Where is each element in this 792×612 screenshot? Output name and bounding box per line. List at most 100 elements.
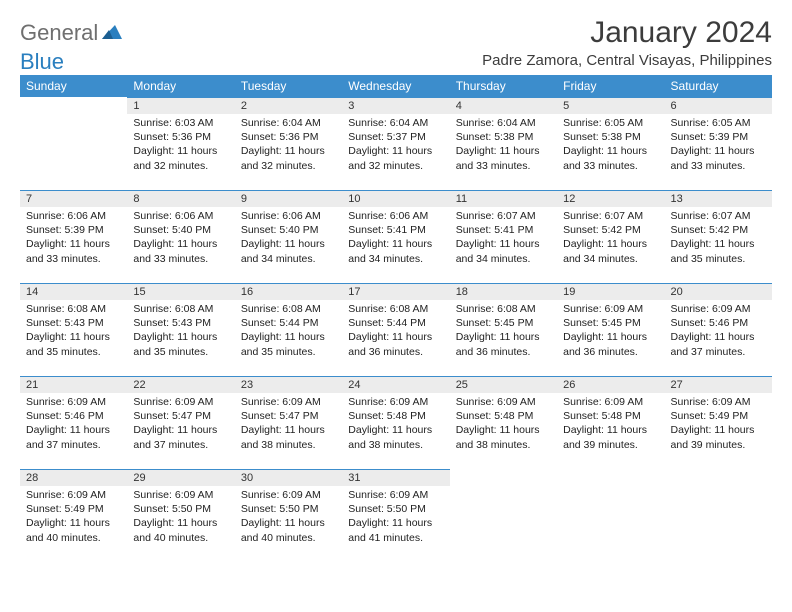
sunrise-line: Sunrise: 6:04 AM (456, 116, 551, 130)
sunset-line: Sunset: 5:41 PM (348, 223, 443, 237)
sunrise-line: Sunrise: 6:04 AM (241, 116, 336, 130)
daylight-line: Daylight: 11 hours and 39 minutes. (671, 423, 766, 451)
calendar-cell: 25Sunrise: 6:09 AMSunset: 5:48 PMDayligh… (450, 376, 557, 469)
day-number: 21 (20, 376, 127, 393)
day-content: Sunrise: 6:06 AMSunset: 5:40 PMDaylight:… (235, 207, 342, 272)
sunrise-line: Sunrise: 6:09 AM (26, 488, 121, 502)
sunrise-line: Sunrise: 6:08 AM (241, 302, 336, 316)
day-number: 26 (557, 376, 664, 393)
sunset-line: Sunset: 5:46 PM (671, 316, 766, 330)
daylight-line: Daylight: 11 hours and 37 minutes. (133, 423, 228, 451)
sunset-line: Sunset: 5:50 PM (241, 502, 336, 516)
location: Padre Zamora, Central Visayas, Philippin… (482, 52, 772, 69)
sunset-line: Sunset: 5:49 PM (671, 409, 766, 423)
day-number: 8 (127, 190, 234, 207)
daylight-line: Daylight: 11 hours and 33 minutes. (133, 237, 228, 265)
sunset-line: Sunset: 5:36 PM (133, 130, 228, 144)
day-content: Sunrise: 6:05 AMSunset: 5:39 PMDaylight:… (665, 114, 772, 179)
day-number: 27 (665, 376, 772, 393)
day-content: Sunrise: 6:03 AMSunset: 5:36 PMDaylight:… (127, 114, 234, 179)
title-block: January 2024 Padre Zamora, Central Visay… (482, 16, 772, 69)
calendar-cell: 19Sunrise: 6:09 AMSunset: 5:45 PMDayligh… (557, 283, 664, 376)
calendar-cell (450, 469, 557, 562)
daylight-line: Daylight: 11 hours and 35 minutes. (671, 237, 766, 265)
sunrise-line: Sunrise: 6:09 AM (241, 395, 336, 409)
calendar-cell (20, 97, 127, 190)
sunrise-line: Sunrise: 6:09 AM (563, 395, 658, 409)
sunset-line: Sunset: 5:41 PM (456, 223, 551, 237)
sunset-line: Sunset: 5:47 PM (133, 409, 228, 423)
calendar-table: Sunday Monday Tuesday Wednesday Thursday… (20, 75, 772, 562)
sunrise-line: Sunrise: 6:08 AM (348, 302, 443, 316)
day-number: 12 (557, 190, 664, 207)
day-header: Wednesday (342, 75, 449, 97)
daylight-line: Daylight: 11 hours and 32 minutes. (133, 144, 228, 172)
day-number: 14 (20, 283, 127, 300)
day-content: Sunrise: 6:09 AMSunset: 5:45 PMDaylight:… (557, 300, 664, 365)
day-header: Friday (557, 75, 664, 97)
daylight-line: Daylight: 11 hours and 33 minutes. (456, 144, 551, 172)
sunset-line: Sunset: 5:36 PM (241, 130, 336, 144)
day-content: Sunrise: 6:06 AMSunset: 5:41 PMDaylight:… (342, 207, 449, 272)
day-content: Sunrise: 6:07 AMSunset: 5:42 PMDaylight:… (557, 207, 664, 272)
month-title: January 2024 (482, 16, 772, 50)
daylight-line: Daylight: 11 hours and 38 minutes. (456, 423, 551, 451)
sunrise-line: Sunrise: 6:07 AM (671, 209, 766, 223)
sunrise-line: Sunrise: 6:09 AM (133, 488, 228, 502)
day-number: 15 (127, 283, 234, 300)
logo-triangle-icon (102, 23, 122, 44)
calendar-cell: 23Sunrise: 6:09 AMSunset: 5:47 PMDayligh… (235, 376, 342, 469)
day-content: Sunrise: 6:09 AMSunset: 5:48 PMDaylight:… (342, 393, 449, 458)
sunset-line: Sunset: 5:46 PM (26, 409, 121, 423)
sunrise-line: Sunrise: 6:06 AM (133, 209, 228, 223)
sunset-line: Sunset: 5:50 PM (133, 502, 228, 516)
day-number: 16 (235, 283, 342, 300)
calendar-cell: 15Sunrise: 6:08 AMSunset: 5:43 PMDayligh… (127, 283, 234, 376)
calendar-cell: 1Sunrise: 6:03 AMSunset: 5:36 PMDaylight… (127, 97, 234, 190)
daylight-line: Daylight: 11 hours and 33 minutes. (671, 144, 766, 172)
calendar-cell: 20Sunrise: 6:09 AMSunset: 5:46 PMDayligh… (665, 283, 772, 376)
day-content: Sunrise: 6:06 AMSunset: 5:40 PMDaylight:… (127, 207, 234, 272)
day-number: 24 (342, 376, 449, 393)
sunset-line: Sunset: 5:48 PM (348, 409, 443, 423)
day-number: 13 (665, 190, 772, 207)
day-number: 11 (450, 190, 557, 207)
calendar-cell: 14Sunrise: 6:08 AMSunset: 5:43 PMDayligh… (20, 283, 127, 376)
sunrise-line: Sunrise: 6:08 AM (133, 302, 228, 316)
calendar-week-row: 1Sunrise: 6:03 AMSunset: 5:36 PMDaylight… (20, 97, 772, 190)
day-number: 29 (127, 469, 234, 486)
day-content: Sunrise: 6:04 AMSunset: 5:37 PMDaylight:… (342, 114, 449, 179)
day-number: 23 (235, 376, 342, 393)
day-header: Tuesday (235, 75, 342, 97)
sunrise-line: Sunrise: 6:05 AM (671, 116, 766, 130)
calendar-cell (665, 469, 772, 562)
calendar-week-row: 28Sunrise: 6:09 AMSunset: 5:49 PMDayligh… (20, 469, 772, 562)
calendar-cell: 10Sunrise: 6:06 AMSunset: 5:41 PMDayligh… (342, 190, 449, 283)
calendar-cell: 12Sunrise: 6:07 AMSunset: 5:42 PMDayligh… (557, 190, 664, 283)
day-content: Sunrise: 6:09 AMSunset: 5:49 PMDaylight:… (20, 486, 127, 551)
sunset-line: Sunset: 5:48 PM (456, 409, 551, 423)
sunrise-line: Sunrise: 6:06 AM (241, 209, 336, 223)
daylight-line: Daylight: 11 hours and 34 minutes. (563, 237, 658, 265)
day-content: Sunrise: 6:08 AMSunset: 5:45 PMDaylight:… (450, 300, 557, 365)
sunrise-line: Sunrise: 6:07 AM (456, 209, 551, 223)
daylight-line: Daylight: 11 hours and 40 minutes. (133, 516, 228, 544)
calendar-cell: 26Sunrise: 6:09 AMSunset: 5:48 PMDayligh… (557, 376, 664, 469)
calendar-cell (557, 469, 664, 562)
calendar-cell: 9Sunrise: 6:06 AMSunset: 5:40 PMDaylight… (235, 190, 342, 283)
day-header: Saturday (665, 75, 772, 97)
sunset-line: Sunset: 5:45 PM (456, 316, 551, 330)
calendar-cell: 21Sunrise: 6:09 AMSunset: 5:46 PMDayligh… (20, 376, 127, 469)
sunset-line: Sunset: 5:42 PM (563, 223, 658, 237)
day-content: Sunrise: 6:04 AMSunset: 5:36 PMDaylight:… (235, 114, 342, 179)
calendar-cell: 4Sunrise: 6:04 AMSunset: 5:38 PMDaylight… (450, 97, 557, 190)
sunset-line: Sunset: 5:37 PM (348, 130, 443, 144)
day-content: Sunrise: 6:08 AMSunset: 5:44 PMDaylight:… (235, 300, 342, 365)
day-content: Sunrise: 6:08 AMSunset: 5:43 PMDaylight:… (127, 300, 234, 365)
sunrise-line: Sunrise: 6:09 AM (133, 395, 228, 409)
day-number: 18 (450, 283, 557, 300)
sunset-line: Sunset: 5:45 PM (563, 316, 658, 330)
day-content: Sunrise: 6:09 AMSunset: 5:46 PMDaylight:… (665, 300, 772, 365)
calendar-cell: 11Sunrise: 6:07 AMSunset: 5:41 PMDayligh… (450, 190, 557, 283)
day-header-row: Sunday Monday Tuesday Wednesday Thursday… (20, 75, 772, 97)
